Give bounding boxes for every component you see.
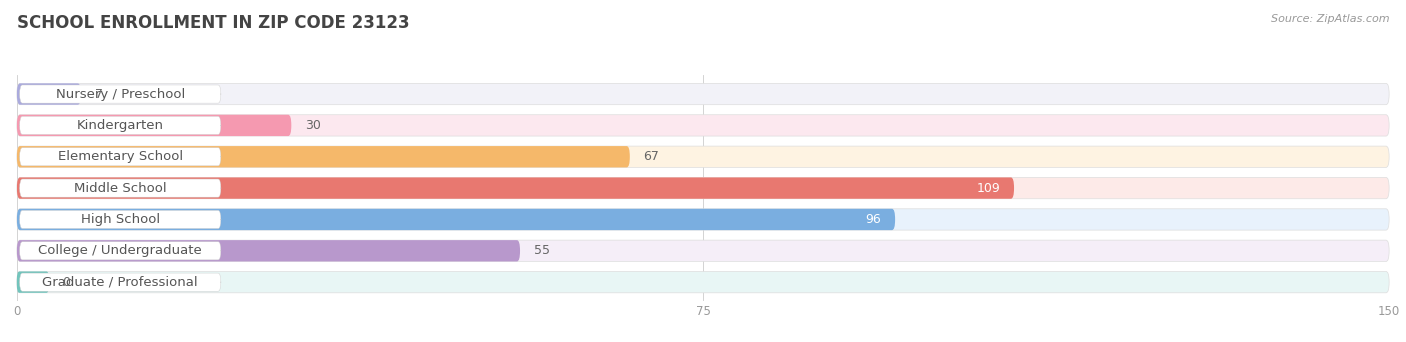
FancyBboxPatch shape: [17, 115, 1389, 136]
FancyBboxPatch shape: [20, 179, 221, 197]
FancyBboxPatch shape: [17, 209, 896, 230]
FancyBboxPatch shape: [17, 146, 1389, 168]
FancyBboxPatch shape: [17, 83, 82, 105]
FancyBboxPatch shape: [20, 116, 221, 134]
FancyBboxPatch shape: [20, 210, 221, 228]
FancyBboxPatch shape: [20, 273, 221, 291]
FancyBboxPatch shape: [17, 177, 1014, 199]
FancyBboxPatch shape: [17, 272, 49, 293]
Text: 7: 7: [94, 88, 103, 101]
FancyBboxPatch shape: [20, 85, 221, 103]
Text: 67: 67: [644, 150, 659, 163]
FancyBboxPatch shape: [20, 242, 221, 260]
Text: 96: 96: [866, 213, 882, 226]
Text: College / Undergraduate: College / Undergraduate: [38, 244, 202, 257]
FancyBboxPatch shape: [17, 240, 520, 261]
Text: Source: ZipAtlas.com: Source: ZipAtlas.com: [1271, 14, 1389, 24]
Text: Elementary School: Elementary School: [58, 150, 183, 163]
Text: SCHOOL ENROLLMENT IN ZIP CODE 23123: SCHOOL ENROLLMENT IN ZIP CODE 23123: [17, 14, 409, 32]
FancyBboxPatch shape: [17, 115, 291, 136]
Text: 30: 30: [305, 119, 321, 132]
Text: Middle School: Middle School: [75, 182, 166, 195]
FancyBboxPatch shape: [17, 177, 1389, 199]
Text: 0: 0: [63, 276, 70, 289]
FancyBboxPatch shape: [17, 209, 1389, 230]
FancyBboxPatch shape: [17, 83, 1389, 105]
FancyBboxPatch shape: [17, 146, 630, 168]
Text: 55: 55: [534, 244, 550, 257]
Text: Graduate / Professional: Graduate / Professional: [42, 276, 198, 289]
FancyBboxPatch shape: [20, 148, 221, 166]
Text: 109: 109: [977, 182, 1000, 195]
Text: Kindergarten: Kindergarten: [77, 119, 163, 132]
Text: Nursery / Preschool: Nursery / Preschool: [56, 88, 184, 101]
FancyBboxPatch shape: [17, 240, 1389, 261]
FancyBboxPatch shape: [17, 272, 1389, 293]
Text: High School: High School: [80, 213, 160, 226]
